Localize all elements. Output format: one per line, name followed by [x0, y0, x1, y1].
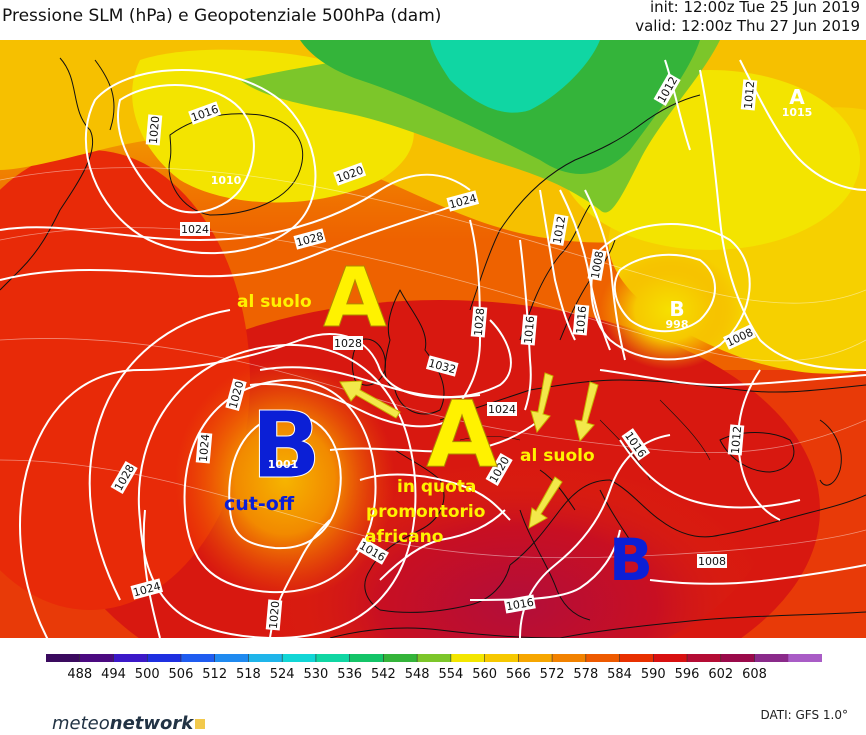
colorbar-swatch [552, 654, 587, 662]
cutoff-low-value: 1001 [268, 458, 299, 471]
isobar-label: 1016 [505, 596, 535, 614]
colorbar-tick-label: 566 [506, 667, 531, 682]
cutoff-label: cut-off [224, 493, 295, 515]
surface-label: al suolo [520, 446, 595, 466]
colorbar-swatch [349, 654, 384, 662]
colorbar-swatch [450, 654, 486, 662]
isobar-label: 1016 [574, 305, 589, 334]
colorbar-tick-label: 536 [337, 667, 362, 682]
colorbar-swatch [282, 654, 317, 662]
low-center-value: 998 [666, 318, 689, 331]
isobar-label: 1012 [551, 215, 569, 245]
valid-time: valid: 12:00z Thu 27 Jun 2019 [635, 17, 860, 35]
mediterranean-low-letter: B [609, 526, 653, 594]
colorbar-tick-label: 488 [67, 667, 92, 682]
colorbar-swatch [788, 654, 822, 662]
colorbar-tick-label: 572 [540, 667, 565, 682]
colorbar-tick-label: 554 [438, 667, 463, 682]
map-title: Pressione SLM (hPa) e Geopotenziale 500h… [2, 6, 442, 26]
isobar-label: 1028 [472, 307, 487, 336]
colorbar-tick-label: 590 [641, 667, 666, 682]
colorbar-tick-label: 542 [371, 667, 396, 682]
colorbar-tick-label: 608 [742, 667, 767, 682]
high-europe-letter: A [426, 381, 497, 488]
isobar-label: 1024 [197, 433, 212, 462]
colorbar-swatch [180, 654, 216, 662]
high-europe-label-1: in quota [397, 477, 476, 497]
colorbar-tick-label: 500 [135, 667, 160, 682]
colorbar-tick-label: 602 [708, 667, 733, 682]
isobar-label: 1008 [589, 250, 607, 280]
isobar-label: 1024 [488, 403, 516, 416]
arrow-down-icon [574, 381, 599, 443]
colorbar-swatch [113, 654, 148, 662]
cutoff-low-letter: B [251, 392, 321, 499]
colorbar-swatch [653, 654, 688, 662]
data-source: DATI: GFS 1.0° [760, 708, 848, 722]
colorbar-swatch [79, 654, 114, 662]
colorbar-swatch [417, 654, 452, 662]
colorbar-swatch [585, 654, 621, 662]
low-center-value: 1010 [211, 174, 242, 187]
colorbar-tick-label: 578 [573, 667, 598, 682]
colorbar-tick-label: 548 [405, 667, 430, 682]
colorbar-tick-label: 560 [472, 667, 497, 682]
colorbar-tick-label: 596 [675, 667, 700, 682]
isobar-label: 1012 [729, 425, 744, 454]
brand-logo: meteonetwork [52, 713, 206, 734]
colorbar-tick-label: 524 [270, 667, 295, 682]
colorbar-swatch [315, 654, 351, 662]
isobar-label: 1016 [522, 315, 537, 344]
colorbar-swatch [754, 654, 789, 662]
isobar-label: 1020 [267, 600, 282, 629]
high-europe-label-2: promontorio [366, 502, 485, 522]
weather-map: 1016 1020 1020 1024 1024 1028 1028 1032 … [0, 40, 866, 638]
high-atlantic-letter: A [323, 251, 387, 346]
colorbar-swatch [248, 654, 283, 662]
colorbar-tick-label: 506 [169, 667, 194, 682]
isobar-label: 1028 [334, 337, 362, 350]
colorbar-swatch [147, 654, 182, 662]
colorbar-tick-label: 518 [236, 667, 261, 682]
colorbar-swatch [484, 654, 519, 662]
colorbar: 488 494 500 506 512 518 524 530 536 542 548 554 560 5… [46, 654, 822, 682]
high-center-value: 1015 [782, 106, 813, 119]
isobar-label: 1012 [742, 80, 757, 109]
isobar-label: 1024 [181, 223, 209, 236]
arrow-west-icon [339, 380, 401, 419]
colorbar-swatch [720, 654, 756, 662]
colorbar-tick-label: 530 [303, 667, 328, 682]
colorbar-swatch [46, 654, 81, 662]
high-center-letter: A [789, 85, 805, 109]
high-europe-label-3: africano [365, 527, 443, 547]
isobar-label: 1020 [147, 115, 162, 144]
isobar-label: 1008 [698, 555, 726, 568]
init-time: init: 12:00z Tue 25 Jun 2019 [649, 0, 860, 16]
colorbar-swatch [687, 654, 722, 662]
colorbar-tick-label: 512 [202, 667, 227, 682]
colorbar-swatch [518, 654, 553, 662]
colorbar-swatch [619, 654, 654, 662]
colorbar-swatch [383, 654, 418, 662]
colorbar-tick-label: 494 [101, 667, 126, 682]
high-atlantic-label: al suolo [237, 292, 312, 312]
arrow-down-icon [530, 372, 554, 434]
arrow-southwest-icon [528, 476, 563, 529]
low-center-letter: B [669, 297, 684, 321]
colorbar-tick-label: 584 [607, 667, 632, 682]
colorbar-swatch [214, 654, 249, 662]
